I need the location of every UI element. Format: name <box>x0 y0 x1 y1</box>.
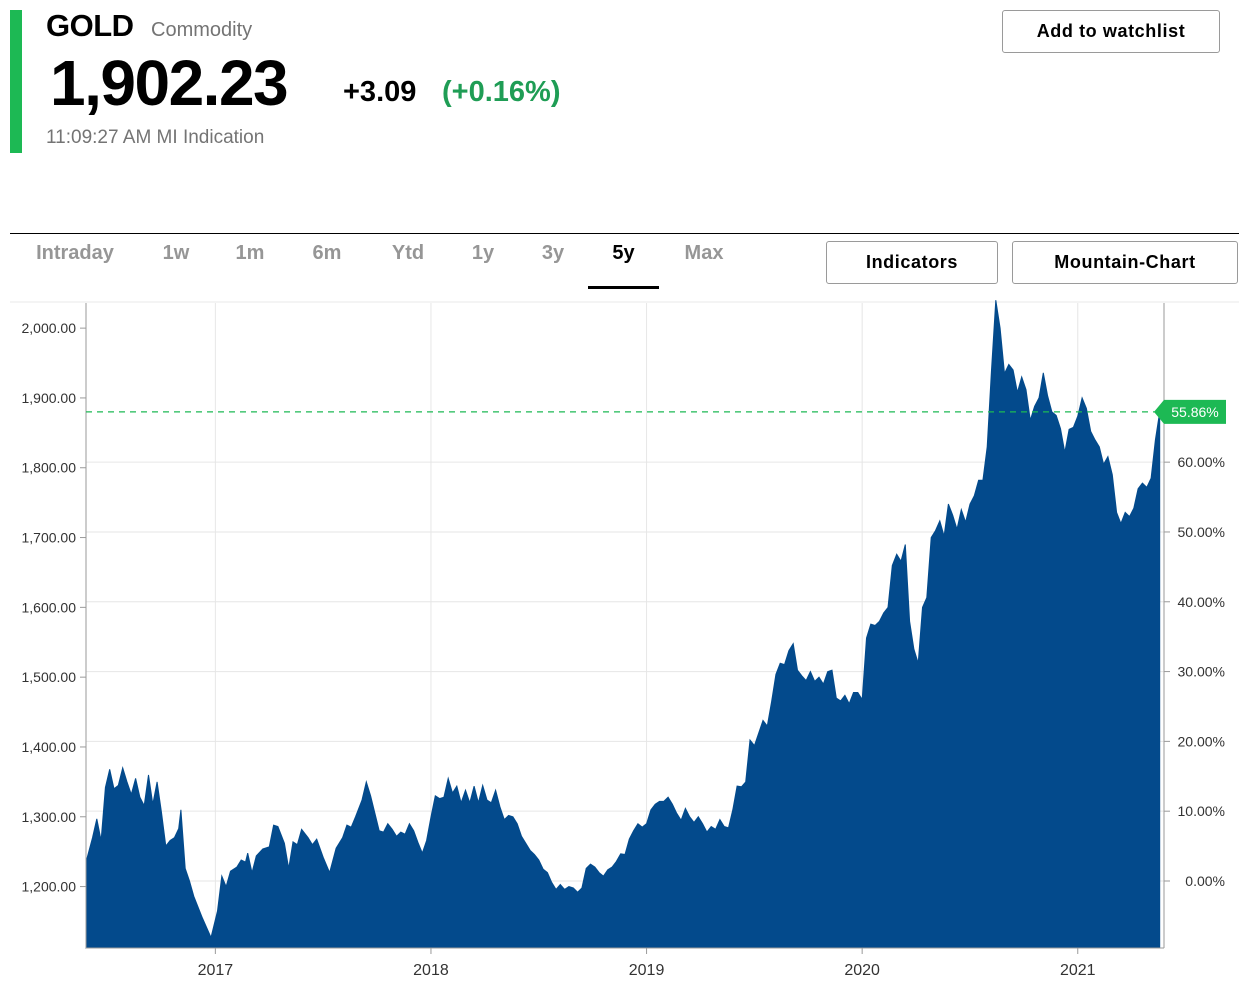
y-tick-label: 1,500.00 <box>22 669 77 685</box>
y-tick-label: 1,600.00 <box>22 599 77 615</box>
y2-tick-label: 40.00% <box>1178 594 1225 610</box>
tab-intraday[interactable]: Intraday <box>36 242 114 264</box>
tab-1w[interactable]: 1w <box>162 242 190 264</box>
tab-3y[interactable]: 3y <box>541 242 565 264</box>
x-tick-label: 2018 <box>413 962 449 979</box>
x-tick-label: 2017 <box>198 962 234 979</box>
price-area-series <box>85 300 1161 949</box>
divider <box>10 233 1239 234</box>
tab-1m[interactable]: 1m <box>235 242 265 264</box>
add-to-watchlist-button[interactable]: Add to watchlist <box>1002 10 1220 53</box>
y-tick-label: 1,800.00 <box>22 460 77 476</box>
tab-1y[interactable]: 1y <box>471 242 495 264</box>
y-tick-label: 1,700.00 <box>22 530 77 546</box>
y2-tick-label: 30.00% <box>1178 664 1225 680</box>
indicators-button[interactable]: Indicators <box>826 241 998 284</box>
x-tick-label: 2021 <box>1060 962 1096 979</box>
y2-tick-label: 60.00% <box>1178 454 1225 470</box>
y-tick-label: 1,200.00 <box>22 879 77 895</box>
tab-6m[interactable]: 6m <box>312 242 342 264</box>
symbol-title: GOLD <box>46 8 134 43</box>
x-tick-label: 2019 <box>629 962 665 979</box>
chart-type-button[interactable]: Mountain-Chart <box>1012 241 1238 284</box>
x-tick-label: 2020 <box>844 962 880 979</box>
price-value: 1,902.23 <box>50 47 289 119</box>
tab-max[interactable]: Max <box>684 242 724 264</box>
timestamp: 11:09:27 AM MI Indication <box>46 127 265 148</box>
current-value-badge <box>1154 399 1226 424</box>
y-tick-label: 1,400.00 <box>22 739 77 755</box>
y-tick-label: 1,300.00 <box>22 809 77 825</box>
y-tick-label: 2,000.00 <box>22 320 77 336</box>
tab-5y[interactable]: 5y <box>588 242 659 289</box>
y2-tick-label: 20.00% <box>1178 733 1225 749</box>
change-absolute: +3.09 <box>343 76 417 108</box>
asset-type-label: Commodity <box>151 19 253 41</box>
change-percent: (+0.16%) <box>442 76 561 108</box>
accent-bar <box>10 10 22 153</box>
current-value-label: 55.86% <box>1171 404 1218 420</box>
y2-tick-label: 0.00% <box>1185 873 1225 889</box>
y-tick-label: 1,900.00 <box>22 390 77 406</box>
tab-ytd[interactable]: Ytd <box>391 242 425 264</box>
y2-tick-label: 50.00% <box>1178 524 1225 540</box>
y2-tick-label: 10.00% <box>1178 803 1225 819</box>
